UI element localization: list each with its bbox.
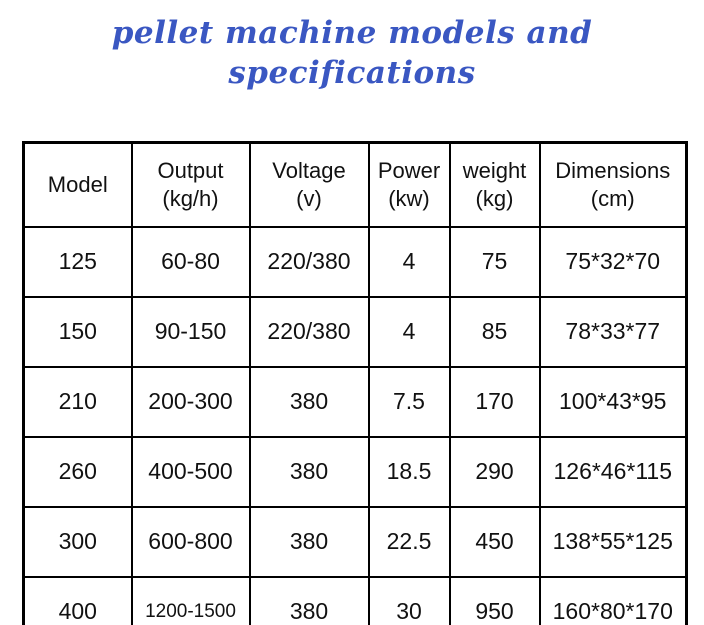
table-cell: 600-800 — [130, 505, 251, 578]
table-cell: 4 — [367, 295, 451, 368]
column-header-label: Model — [47, 171, 108, 197]
spec-table-body: 125 60-80 220/380 4 75 75*32*70 150 90-150 220/3… — [22, 225, 688, 625]
column-header-unit: (kg) — [475, 185, 514, 211]
spec-table: Model Output (kg/h) Voltage (v) Power (kw) weig… — [22, 140, 688, 625]
table-cell: 170 — [448, 365, 541, 438]
table-cell: 75 — [448, 225, 541, 298]
column-header-label: Power — [377, 158, 441, 184]
table-row: 300 600-800 380 22.5 450 138*55*125 — [22, 505, 688, 578]
table-cell: 60-80 — [130, 225, 251, 298]
table-row: 400 1200-1500 380 30 950 160*80*170 — [22, 575, 688, 625]
table-cell: 30 — [367, 575, 451, 625]
table-cell: 260 — [22, 435, 133, 508]
table-cell: 400 — [22, 575, 133, 625]
table-cell: 100*43*95 — [538, 365, 688, 438]
column-header-voltage: Voltage (v) — [248, 141, 370, 228]
column-header-weight: weight (kg) — [448, 141, 541, 228]
table-cell: 380 — [248, 435, 370, 508]
column-header-unit: (cm) — [590, 185, 635, 211]
table-row: 125 60-80 220/380 4 75 75*32*70 — [22, 225, 688, 298]
table-cell: 85 — [448, 295, 541, 368]
spec-table-head: Model Output (kg/h) Voltage (v) Power (kw) weig… — [22, 141, 688, 228]
table-cell: 290 — [448, 435, 541, 508]
table-cell: 200-300 — [130, 365, 251, 438]
column-header-power: Power (kw) — [367, 141, 451, 228]
table-cell: 78*33*77 — [538, 295, 688, 368]
table-cell: 90-150 — [130, 295, 251, 368]
table-cell: 125 — [22, 225, 133, 298]
table-cell: 950 — [448, 575, 541, 625]
table-cell: 210 — [22, 365, 133, 438]
column-header-model: Model — [22, 141, 133, 228]
table-cell: 22.5 — [367, 505, 451, 578]
column-header-unit: (kw) — [388, 185, 430, 211]
table-cell: 400-500 — [130, 435, 251, 508]
column-header-unit: (v) — [296, 185, 322, 211]
column-header-label: Dimensions — [555, 158, 671, 184]
column-header-label: Voltage — [272, 158, 346, 184]
header-row: Model Output (kg/h) Voltage (v) Power (kw) weig… — [22, 141, 688, 228]
table-cell: 220/380 — [248, 295, 370, 368]
column-header-unit: (kg/h) — [162, 185, 219, 211]
table-cell: 380 — [248, 575, 370, 625]
table-cell: 75*32*70 — [538, 225, 688, 298]
table-cell: 7.5 — [367, 365, 451, 438]
table-cell: 4 — [367, 225, 451, 298]
column-header-label: weight — [462, 158, 527, 184]
table-cell: 160*80*170 — [538, 575, 688, 625]
table-cell: 450 — [448, 505, 541, 578]
column-header-output: Output (kg/h) — [130, 141, 251, 228]
page-title: pellet machine models and specifications — [111, 15, 593, 92]
table-cell: 380 — [248, 365, 370, 438]
table-cell: 300 — [22, 505, 133, 578]
column-header-label: Output — [157, 158, 224, 184]
table-cell: 380 — [248, 505, 370, 578]
table-cell: 18.5 — [367, 435, 451, 508]
table-cell: 150 — [22, 295, 133, 368]
table-row: 260 400-500 380 18.5 290 126*46*115 — [22, 435, 688, 508]
table-row: 150 90-150 220/380 4 85 78*33*77 — [22, 295, 688, 368]
table-cell: 138*55*125 — [538, 505, 688, 578]
table-cell: 220/380 — [248, 225, 370, 298]
table-cell: 126*46*115 — [538, 435, 688, 508]
table-cell: 1200-1500 — [130, 575, 251, 625]
table-row: 210 200-300 380 7.5 170 100*43*95 — [22, 365, 688, 438]
column-header-dimensions: Dimensions (cm) — [538, 141, 688, 228]
